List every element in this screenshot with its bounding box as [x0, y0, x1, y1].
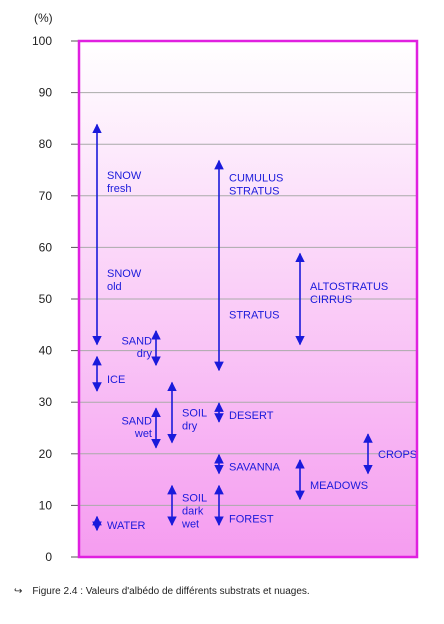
range-marks: SNOWfreshSNOWoldICEWATERSANDdrySANDwetSO…: [92, 123, 417, 532]
range-label-snow: SNOW: [107, 268, 142, 280]
range-label-soil-dark-wet: dark: [182, 506, 204, 518]
range-label-cumulus-stratus: STRATUS: [229, 186, 280, 198]
y-tick-label: 90: [39, 86, 53, 100]
range-label-forest: FOREST: [229, 513, 274, 525]
y-tick-label: 60: [39, 240, 53, 254]
range-label-ice: ICE: [107, 374, 125, 386]
range-label-snow: fresh: [107, 183, 131, 195]
y-tick-label: 20: [39, 447, 53, 461]
y-tick-label: 70: [39, 189, 53, 203]
range-label-soil-dry: SOIL: [182, 408, 207, 420]
range-label-sand-wet: wet: [134, 428, 152, 440]
range-label-sand-wet: SAND: [121, 415, 152, 427]
caption-marker-icon: ↪: [14, 586, 23, 597]
range-label-altostratus-cirrus: CIRRUS: [310, 294, 352, 306]
range-label-crops: CROPS: [378, 449, 417, 461]
plot-frame: [77, 39, 419, 559]
y-tick-label: 30: [39, 395, 53, 409]
caption-text: Figure 2.4 : Valeurs d'albédo de différe…: [32, 586, 310, 597]
range-label-snow: SNOW: [107, 170, 142, 182]
grid-lines: [79, 92, 417, 506]
range-label-savanna: SAVANNA: [229, 462, 281, 474]
y-tick-label: 10: [39, 498, 53, 512]
y-tick-label: 80: [39, 137, 53, 151]
y-axis-label: (%): [34, 11, 53, 25]
y-tick-label: 50: [39, 292, 53, 306]
y-tick-label: 0: [45, 550, 52, 564]
range-label-desert: DESERT: [229, 410, 274, 422]
y-axis-ticks: 0 10 20 30 40 50 60 70 80 90 100: [32, 34, 79, 564]
range-label-altostratus-cirrus: ALTOSTRATUS: [310, 281, 388, 293]
y-tick-label: 100: [32, 34, 52, 48]
range-label-water: WATER: [107, 520, 146, 532]
range-label-cumulus-stratus: CUMULUS: [229, 173, 283, 185]
range-label-soil-dry: dry: [182, 420, 198, 432]
range-label-sand-dry: SAND: [121, 335, 152, 347]
range-label-soil-dark-wet: SOIL: [182, 493, 207, 505]
y-tick-label: 40: [39, 344, 53, 358]
range-label-snow: old: [107, 281, 122, 293]
range-label-soil-dark-wet: wet: [181, 518, 199, 530]
range-label-cumulus-stratus: STRATUS: [229, 309, 280, 321]
figure-caption: ↪ Figure 2.4 : Valeurs d'albédo de différ…: [14, 586, 310, 597]
range-label-sand-dry: dry: [137, 348, 153, 360]
range-label-meadows: MEADOWS: [310, 480, 368, 492]
